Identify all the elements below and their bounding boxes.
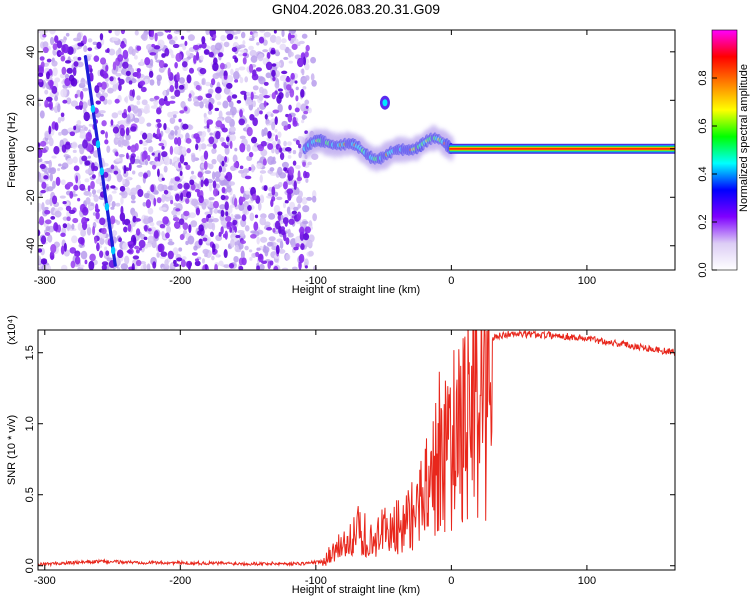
colorbar-gradient xyxy=(711,29,738,271)
side-blob-core xyxy=(382,99,388,107)
spectrogram-y-tick-label: -20 xyxy=(25,189,37,205)
spectrogram-x-axis: -300 -200 -100 0 100 xyxy=(34,30,596,287)
snr-x-tick-label: -300 xyxy=(34,575,56,587)
snr-y-tick-label: 1.5 xyxy=(24,345,36,360)
colorbar-tick-label: 0.8 xyxy=(697,70,709,85)
spectrogram-y-tick-label: 0 xyxy=(25,146,37,152)
spectrogram-x-tick-label: 0 xyxy=(448,275,454,287)
colorbar-label: Normalized spectral amplitude xyxy=(738,64,750,212)
snr-x-tick-label: -100 xyxy=(305,575,327,587)
snr-plot-area xyxy=(38,330,675,568)
spectrogram-plot-area xyxy=(38,30,675,270)
snr-x-axis: -300 -200 -100 0 100 xyxy=(34,330,596,587)
snr-x-tick-label: 100 xyxy=(578,575,596,587)
center-trace xyxy=(300,124,455,173)
snr-y-tick-label: 0.0 xyxy=(24,558,36,573)
snr-y-label: SNR (10 * v/v) xyxy=(6,415,18,485)
diagonal-trace-peak xyxy=(99,167,105,176)
colorbar-tick-label: 0.2 xyxy=(697,214,709,229)
spectrogram-y-axis: -40 -20 0 20 40 xyxy=(25,46,675,254)
diagonal-trace-peak xyxy=(95,140,101,149)
snr-x-tick-label: 0 xyxy=(448,575,454,587)
diagonal-trace-peak xyxy=(110,246,116,255)
snr-panel: -300 -200 -100 0 100 0.0 0.5 1.0 1.5 Height of … xyxy=(6,315,676,596)
snr-x-label: Height of straight line (km) xyxy=(292,584,420,596)
noise-region xyxy=(38,30,319,270)
snr-x-tick-label: -200 xyxy=(169,575,191,587)
snr-y-tick-label: 0.5 xyxy=(24,487,36,502)
snr-scale-note: (x10⁴) xyxy=(6,315,18,345)
spectrogram-x-tick-label: -300 xyxy=(34,275,56,287)
spectrogram-y-tick-label: 20 xyxy=(25,94,37,106)
colorbar-tick-label: 0.0 xyxy=(697,262,709,277)
colorbar-tick-label: 0.6 xyxy=(697,118,709,133)
snr-series-line xyxy=(38,330,675,568)
stable-line xyxy=(449,143,675,154)
spectrogram-y-tick-label: -40 xyxy=(25,238,37,254)
snr-y-axis: 0.0 0.5 1.0 1.5 xyxy=(24,345,675,573)
snr-y-tick-label: 1.0 xyxy=(24,416,36,431)
spectrogram-x-tick-label: -200 xyxy=(169,275,191,287)
spectrogram-x-tick-label: -100 xyxy=(305,275,327,287)
colorbar-tick-label: 0.4 xyxy=(697,166,709,181)
chart-title: GN04.2026.083.20.31.G09 xyxy=(272,1,440,17)
spectrogram-frame xyxy=(37,29,676,271)
diagonal-trace-peak xyxy=(90,104,96,113)
spectrogram-y-label: Frequency (Hz) xyxy=(6,112,18,188)
spectrogram-y-tick-label: 40 xyxy=(25,46,37,58)
diagonal-trace-peak xyxy=(104,202,110,211)
colorbar-ticks: 0.0 0.2 0.4 0.6 0.8 xyxy=(697,70,717,278)
diagonal-trace xyxy=(83,55,117,267)
colorbar: 0.0 0.2 0.4 0.6 0.8 Normalized spectral ampl… xyxy=(697,29,750,278)
snr-frame xyxy=(37,329,676,571)
spectrogram-x-label: Height of straight line (km) xyxy=(292,284,420,296)
spectrogram-x-tick-label: 100 xyxy=(578,275,596,287)
